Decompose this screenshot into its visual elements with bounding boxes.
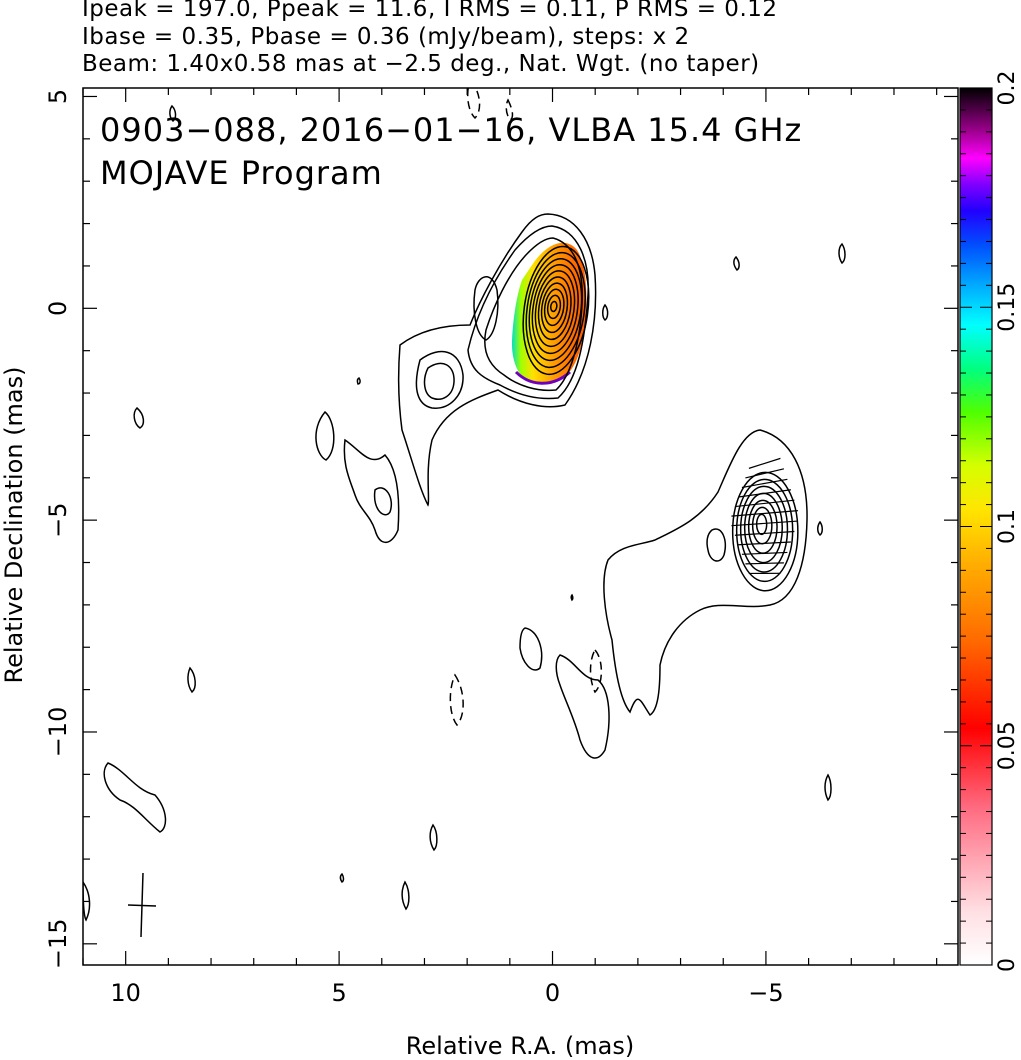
y-tick-label: 5	[44, 89, 72, 104]
y-tick-label: −15	[44, 918, 72, 969]
polarization-vector	[745, 562, 784, 565]
header-line-peak: Ipeak = 197.0, Ppeak = 11.6, I RMS = 0.1…	[82, 0, 778, 22]
y-tick-label: −5	[44, 502, 72, 537]
polarization-vector	[745, 468, 785, 479]
core-polarization-edge	[514, 370, 571, 385]
knot-contour-ring	[739, 485, 789, 573]
polarization-vector	[748, 457, 781, 469]
core-contour-ring	[525, 251, 586, 369]
polarization-vector	[741, 478, 788, 489]
x-tick-label: −5	[748, 979, 783, 1007]
knot-contour-ring	[735, 478, 794, 583]
negative-contours	[449, 88, 603, 727]
y-tick-label: 0	[44, 301, 72, 316]
polarization-vector	[731, 520, 798, 527]
core-contour-ring	[540, 282, 569, 334]
colorbar-tick-label: 0.2	[995, 71, 1020, 106]
x-axis-label: Relative R.A. (mas)	[406, 1032, 634, 1060]
noise-contours	[83, 104, 846, 922]
header-line-base: Ibase = 0.35, Pbase = 0.36 (mJy/beam), s…	[82, 24, 690, 50]
core-contour-ring	[531, 264, 579, 355]
plot-subtitle: MOJAVE Program	[100, 154, 383, 192]
header-line-beam: Beam: 1.40x0.58 mas at −2.5 deg., Nat. W…	[82, 51, 760, 77]
knot-polarization-vectors	[731, 457, 798, 575]
core-contour-ring	[537, 276, 572, 341]
plot-frame	[82, 87, 959, 966]
polarization-vector	[738, 489, 791, 498]
y-axis-label: Relative Declination (mas)	[0, 366, 28, 683]
map-area	[83, 88, 846, 938]
knot-outer-contours	[519, 429, 823, 759]
core-contour-ring	[549, 300, 558, 313]
colorbar-tick-label: 0	[995, 958, 1020, 972]
x-tick-label: 5	[331, 979, 346, 1007]
core-contour-ring	[522, 245, 590, 376]
jet-contours	[133, 213, 609, 544]
knot-contour-ring	[731, 471, 799, 592]
polarization-vector	[738, 541, 791, 546]
core-contour-ring	[546, 294, 562, 320]
core-contour-ring	[543, 288, 565, 327]
plot-title: 0903−088, 2016−01−16, VLBA 15.4 GHz	[100, 111, 802, 149]
colorbar-tick-label: 0.15	[995, 283, 1020, 332]
core-contour-ring	[528, 257, 583, 362]
knot-contours	[731, 471, 799, 592]
x-tick-label: 0	[545, 979, 560, 1007]
polarization-vector	[741, 551, 788, 555]
polarization-vector	[734, 530, 795, 536]
colorbar-tick-label: 0.05	[995, 721, 1020, 770]
polarization-vector	[734, 499, 795, 508]
colorbar-tick-label: 0.1	[995, 509, 1020, 544]
polarization-vector	[731, 510, 798, 517]
x-tick-label: 10	[110, 979, 141, 1007]
core-contours	[522, 245, 590, 376]
beam-symbol	[127, 872, 157, 938]
y-tick-label: −10	[44, 707, 72, 758]
core-contour-ring	[534, 270, 576, 348]
